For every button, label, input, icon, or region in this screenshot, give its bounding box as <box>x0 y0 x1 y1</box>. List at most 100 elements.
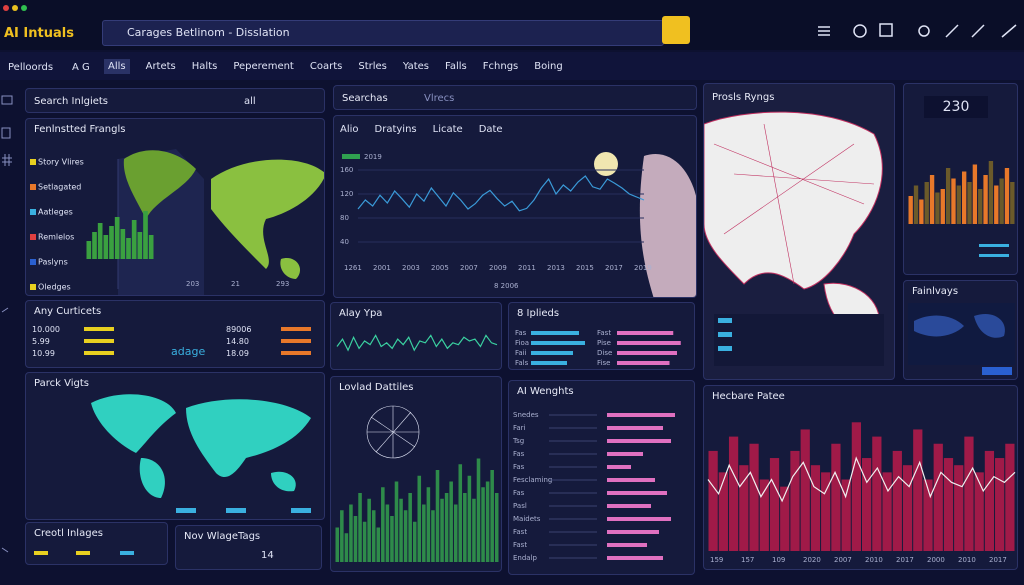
nav-tab[interactable]: Artets <box>145 61 176 72</box>
bar <box>390 516 394 562</box>
bar-deco <box>281 327 311 331</box>
bar <box>371 510 376 562</box>
nav-tab[interactable]: Falls <box>445 61 467 72</box>
x-tick-label: 2017 <box>605 264 623 272</box>
bar <box>983 175 988 224</box>
x-tick-label: 2011 <box>518 264 536 272</box>
nav-left: A G <box>72 62 90 73</box>
bar <box>463 493 467 562</box>
x-tick-label: 2017 <box>989 556 1007 564</box>
bar <box>476 458 481 562</box>
bar <box>862 458 872 551</box>
bar <box>780 486 790 551</box>
row-label: Fast <box>513 541 527 549</box>
legend-swatch <box>30 159 36 165</box>
searches-bar[interactable]: Searchas Vlrecs <box>333 85 697 110</box>
row-label: Pise <box>597 339 611 347</box>
search-box[interactable]: Carages Betlinom - Disslation <box>102 20 664 46</box>
bar <box>962 171 967 224</box>
bar <box>617 361 670 365</box>
bar <box>1010 182 1015 224</box>
x-tick-label: 109 <box>772 556 785 564</box>
bar <box>131 220 137 259</box>
bar-deco <box>281 351 311 355</box>
bar <box>988 161 994 224</box>
bar-deco <box>84 327 114 331</box>
searches-panel: Alio Dratyins Licate Date 2019 40 80 120 160 1261… <box>333 115 697 298</box>
bar <box>92 232 97 259</box>
bar <box>800 429 810 551</box>
bar <box>385 504 390 562</box>
bar <box>841 479 851 551</box>
bar <box>335 527 340 562</box>
row-label: Maidets <box>513 515 541 523</box>
x-tick-label: 2010 <box>958 556 976 564</box>
nav-tab[interactable]: Strles <box>358 61 387 72</box>
bar <box>851 422 861 551</box>
nav-left: Pelloords <box>8 62 54 73</box>
kpi-value: 230 <box>924 96 988 118</box>
bar <box>892 450 902 551</box>
bar <box>956 185 961 224</box>
panel-title: AI Wenghts <box>517 386 574 397</box>
row-label: Fesclaming <box>513 476 552 484</box>
row-label: Pasl <box>513 502 527 510</box>
bar <box>607 426 663 430</box>
nav-tab[interactable]: Boing <box>534 61 563 72</box>
bar <box>974 472 984 551</box>
panel-title: Fainlvays <box>912 286 959 297</box>
nav-tab[interactable]: Alls <box>104 59 130 74</box>
panel-title: Alay Ypa <box>339 308 383 319</box>
legend-label: 2019 <box>364 153 382 161</box>
bar <box>490 470 494 562</box>
value: 18.09 <box>226 349 249 358</box>
bar <box>935 192 940 224</box>
bar <box>919 199 924 224</box>
bar-deco <box>281 339 311 343</box>
bar <box>882 472 892 551</box>
bar <box>412 521 417 562</box>
filter[interactable]: Alio <box>340 124 359 135</box>
featured-panel: Fenlnstted Frangls Story Vlires Setlagated… <box>25 118 325 296</box>
bar <box>964 436 974 551</box>
bar <box>994 185 999 224</box>
value: 14.80 <box>226 337 249 346</box>
bar <box>718 472 728 551</box>
search-insights[interactable]: Search Inlgiets all <box>25 88 325 113</box>
bar <box>810 465 821 551</box>
bar <box>607 543 647 547</box>
nav-tab[interactable]: Peperement <box>233 61 294 72</box>
bar <box>381 487 385 562</box>
bar <box>344 533 349 562</box>
nav-tab[interactable]: Halts <box>191 61 218 72</box>
x-tick-label: 157 <box>741 556 754 564</box>
nav-tab[interactable]: Yates <box>402 61 430 72</box>
bar <box>872 436 882 551</box>
search-button[interactable] <box>662 16 690 44</box>
bar <box>607 465 631 469</box>
placeholder: Vlrecs <box>424 93 455 104</box>
row-label: Fise <box>597 359 610 367</box>
line <box>336 334 498 352</box>
filter[interactable]: Dratyins <box>374 124 417 135</box>
bar <box>1004 168 1010 224</box>
row-label: Endalp <box>513 554 538 562</box>
bar <box>103 235 109 259</box>
legend-swatch <box>30 234 36 240</box>
filter[interactable]: Date <box>478 124 503 135</box>
parck-panel: Parck Vigts <box>25 372 325 520</box>
row-label: Fast <box>597 329 611 337</box>
kpi-panel: 230 <box>903 83 1018 275</box>
panel-title: Searchas <box>342 93 388 104</box>
x-tick-label: 2001 <box>373 264 391 272</box>
axis-label: 293 <box>276 280 289 288</box>
legend-swatch <box>30 284 36 290</box>
nav-tab[interactable]: Fchngs <box>482 61 519 72</box>
bar <box>376 527 381 562</box>
bar <box>86 241 92 259</box>
axis-label: 21 <box>231 280 240 288</box>
nav-tab[interactable]: Coarts <box>309 61 343 72</box>
bar-deco <box>84 351 114 355</box>
bar <box>617 341 681 345</box>
filter[interactable]: Licate <box>432 124 463 135</box>
